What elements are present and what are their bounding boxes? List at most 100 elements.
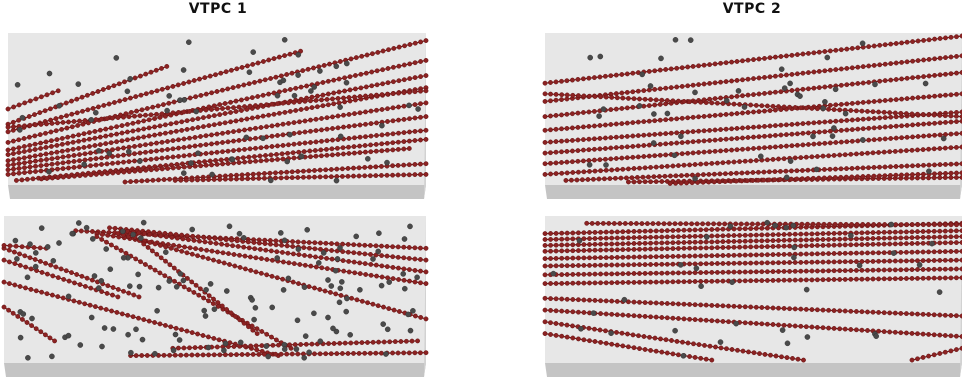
track-hit	[324, 126, 330, 132]
track-hit	[395, 265, 401, 271]
track-hit	[43, 151, 49, 157]
track-hit	[363, 272, 369, 277]
track-hit	[800, 168, 805, 173]
track-hit	[597, 327, 603, 333]
track-hit	[685, 340, 691, 346]
track-hit	[271, 111, 277, 117]
track-hit	[417, 257, 423, 262]
track-hit	[624, 144, 630, 150]
track-hit	[280, 156, 286, 162]
track-hit	[954, 119, 959, 125]
track-hit	[258, 158, 264, 164]
track-hit	[603, 135, 608, 141]
noise-hit	[180, 277, 187, 284]
track-hit	[652, 87, 658, 92]
track-hit	[104, 154, 110, 160]
track-hit	[684, 172, 690, 178]
track-hit	[412, 75, 418, 81]
track-hit	[586, 136, 592, 142]
noise-hit	[330, 325, 336, 332]
noise-hit	[692, 89, 698, 96]
track-hit	[737, 102, 742, 107]
track-hit	[280, 276, 285, 282]
track-hit	[648, 164, 653, 170]
track-hit	[286, 260, 292, 266]
track-hit	[256, 171, 262, 177]
track-hit	[241, 320, 247, 326]
track-hit	[385, 106, 390, 112]
track-hit	[748, 102, 754, 108]
noise-hit	[126, 148, 132, 155]
track-hit	[703, 302, 709, 308]
track-hit	[548, 91, 553, 97]
track-hit	[570, 323, 575, 329]
track-hit	[587, 255, 592, 261]
track-hit	[687, 301, 692, 307]
track-hit	[5, 139, 11, 145]
track-hit	[657, 174, 662, 179]
noise-hit	[188, 160, 194, 166]
track-hit	[55, 175, 61, 181]
track-hit	[396, 309, 402, 314]
track-hit	[259, 343, 265, 348]
track-hit	[762, 133, 767, 139]
track-hit	[672, 221, 678, 227]
track-hit	[242, 159, 248, 165]
noise-hit	[764, 219, 771, 226]
track-hit	[712, 113, 718, 118]
track-hit	[401, 244, 407, 250]
track-hit	[263, 153, 268, 158]
track-hit	[66, 278, 72, 284]
track-hit	[252, 80, 257, 85]
track-hit	[876, 235, 881, 241]
track-hit	[630, 70, 636, 76]
track-hit	[203, 133, 209, 139]
track-hit	[367, 350, 373, 356]
track-hit	[707, 343, 713, 349]
track-hit	[931, 249, 937, 255]
track-hit	[892, 258, 898, 264]
track-hit	[71, 119, 77, 124]
track-hit	[910, 39, 915, 44]
track-hit	[278, 73, 284, 79]
noise-hit	[337, 285, 344, 292]
track-hit	[345, 249, 351, 255]
track-hit	[373, 262, 379, 268]
track-hit	[920, 275, 926, 281]
track-hit	[144, 178, 150, 184]
track-hit	[320, 103, 326, 109]
track-hit	[715, 239, 720, 245]
track-hit	[206, 177, 212, 183]
track-hit	[362, 261, 368, 266]
track-hit	[892, 229, 898, 235]
noise-hit	[20, 311, 27, 317]
track-hit	[759, 225, 765, 231]
track-hit	[603, 229, 609, 235]
track-hit	[302, 252, 307, 258]
track-hit	[826, 153, 831, 159]
noise-hit	[249, 297, 255, 303]
track-hit	[915, 229, 920, 235]
noise-hit	[692, 175, 698, 182]
track-hit	[338, 292, 344, 298]
track-hit	[723, 79, 729, 85]
track-hit	[657, 152, 663, 158]
track-hit	[614, 298, 620, 304]
track-hit	[881, 258, 887, 264]
track-hit	[233, 98, 239, 104]
track-hit	[346, 258, 352, 264]
track-hit	[792, 323, 798, 329]
track-hit	[787, 260, 792, 265]
track-hit	[587, 271, 592, 277]
track-hit	[954, 234, 959, 240]
track-hit	[882, 173, 888, 179]
track-hit	[720, 160, 726, 166]
track-hit	[418, 128, 423, 134]
track-hit	[157, 123, 163, 129]
track-hit	[837, 308, 843, 314]
noise-hit	[222, 340, 229, 347]
track-hit	[105, 283, 111, 289]
track-hit	[125, 137, 130, 143]
track-hit	[943, 35, 948, 41]
track-hit	[302, 118, 308, 124]
